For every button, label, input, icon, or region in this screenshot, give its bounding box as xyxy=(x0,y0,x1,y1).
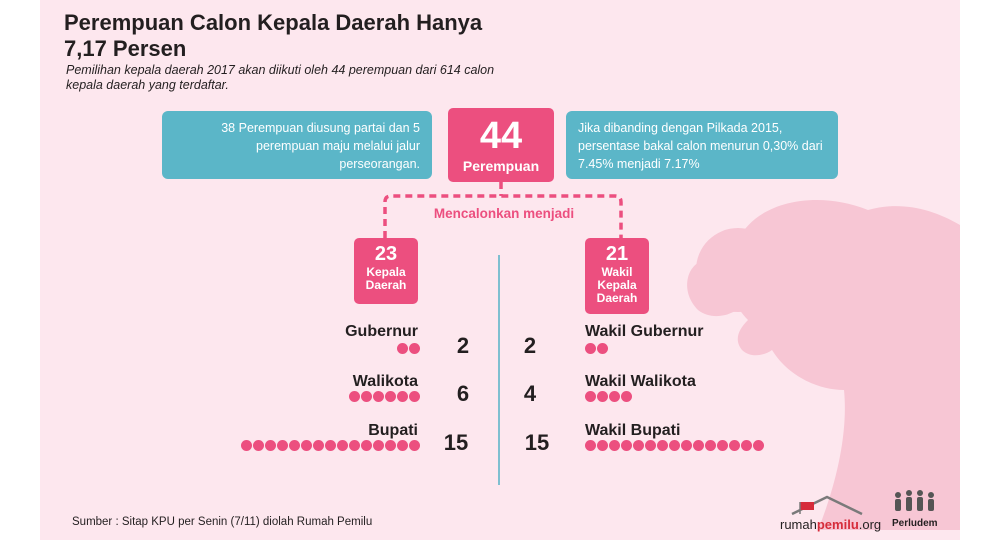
page-subtitle: Pemilihan kepala daerah 2017 akan diikut… xyxy=(66,63,495,92)
row-label-gubernur: Gubernur xyxy=(345,323,418,340)
count-bupati: 15 xyxy=(443,430,469,455)
perludem-logo: Perludem xyxy=(892,518,938,529)
dot-marker xyxy=(597,391,608,402)
connector-lines xyxy=(383,182,623,238)
rumahpemilu-prefix: rumah xyxy=(780,517,817,532)
infographic-panel xyxy=(40,0,960,540)
wakil-kepala-daerah-value: 21 xyxy=(605,243,629,265)
dot-marker xyxy=(693,440,704,451)
total-women-label: Perempuan xyxy=(462,158,540,174)
row-label-wakil-walikota: Wakil Walikota xyxy=(585,373,696,390)
dot-marker xyxy=(741,440,752,451)
dot-marker xyxy=(253,440,264,451)
count-wakil-bupati: 15 xyxy=(524,430,550,455)
count-wakil-gubernur: 2 xyxy=(523,333,537,358)
row-label-walikota: Walikota xyxy=(352,373,418,390)
row-label-wakil-gubernur: Wakil Gubernur xyxy=(585,323,704,340)
dot-marker xyxy=(289,440,300,451)
kepala-daerah-tag: 23 Kepala Daerah xyxy=(354,238,418,304)
dots-wakil-gubernur xyxy=(585,343,615,355)
dot-marker xyxy=(609,391,620,402)
dot-marker xyxy=(337,440,348,451)
rumahpemilu-logo: rumahpemilu.org xyxy=(780,517,881,532)
dots-bupati xyxy=(241,440,421,452)
woman-silhouette-icon xyxy=(687,200,960,530)
total-women-value: 44 xyxy=(479,115,523,157)
total-women-box: 44 Perempuan xyxy=(448,108,554,182)
source-note: Sumber : Sitap KPU per Senin (7/11) diol… xyxy=(72,516,373,528)
dots-gubernur xyxy=(391,343,421,355)
dot-marker xyxy=(621,440,632,451)
count-wakil-walikota: 4 xyxy=(523,381,537,406)
dot-marker xyxy=(301,440,312,451)
dot-marker xyxy=(373,440,384,451)
dot-marker xyxy=(753,440,764,451)
dots-wakil-bupati xyxy=(585,440,765,452)
wakil-kepala-daerah-tag: 21 Wakil Kepala Daerah xyxy=(585,238,649,314)
dot-marker xyxy=(585,440,596,451)
dot-marker xyxy=(597,343,608,354)
dot-marker xyxy=(669,440,680,451)
row-label-wakil-bupati: Wakil Bupati xyxy=(585,422,681,439)
dot-marker xyxy=(597,440,608,451)
rumahpemilu-house-icon xyxy=(791,495,863,516)
dot-marker xyxy=(633,440,644,451)
connector-label: Mencalonkan menjadi xyxy=(414,206,594,221)
dots-walikota xyxy=(331,391,421,403)
dots-wakil-walikota xyxy=(585,391,645,403)
info-box-left: 38 Perempuan diusung partai dan 5 peremp… xyxy=(162,111,432,179)
dot-marker xyxy=(373,391,384,402)
dot-marker xyxy=(681,440,692,451)
dot-marker xyxy=(621,391,632,402)
dot-marker xyxy=(385,440,396,451)
perludem-people-icon xyxy=(895,490,934,511)
dot-marker xyxy=(385,391,396,402)
dot-marker xyxy=(729,440,740,451)
row-label-bupati: Bupati xyxy=(368,422,418,439)
dot-marker xyxy=(241,440,252,451)
dot-marker xyxy=(313,440,324,451)
dot-marker xyxy=(397,440,408,451)
center-divider xyxy=(498,255,500,485)
dot-marker xyxy=(397,343,408,354)
dot-marker xyxy=(585,391,596,402)
dot-marker xyxy=(277,440,288,451)
dot-marker xyxy=(361,440,372,451)
dot-marker xyxy=(349,391,360,402)
dot-marker xyxy=(585,343,596,354)
wakil-kepala-daerah-label: Wakil Kepala Daerah xyxy=(596,265,638,305)
dot-marker xyxy=(409,343,420,354)
rumahpemilu-accent: pemilu xyxy=(816,517,859,532)
dot-marker xyxy=(325,440,336,451)
dot-marker xyxy=(361,391,372,402)
kepala-daerah-value: 23 xyxy=(374,243,398,265)
dot-marker xyxy=(645,440,656,451)
dot-marker xyxy=(397,391,408,402)
count-walikota: 6 xyxy=(456,381,470,406)
rumahpemilu-suffix: .org xyxy=(858,517,882,532)
info-box-right: Jika dibanding dengan Pilkada 2015, pers… xyxy=(566,111,838,179)
dot-marker xyxy=(717,440,728,451)
dot-marker xyxy=(609,440,620,451)
dot-marker xyxy=(265,440,276,451)
dot-marker xyxy=(657,440,668,451)
count-gubernur: 2 xyxy=(456,333,470,358)
dot-marker xyxy=(409,391,420,402)
dot-marker xyxy=(409,440,420,451)
kepala-daerah-label: Kepala Daerah xyxy=(365,265,407,292)
page-title: Perempuan Calon Kepala Daerah Hanya 7,17… xyxy=(64,10,483,61)
dot-marker xyxy=(349,440,360,451)
dot-marker xyxy=(705,440,716,451)
